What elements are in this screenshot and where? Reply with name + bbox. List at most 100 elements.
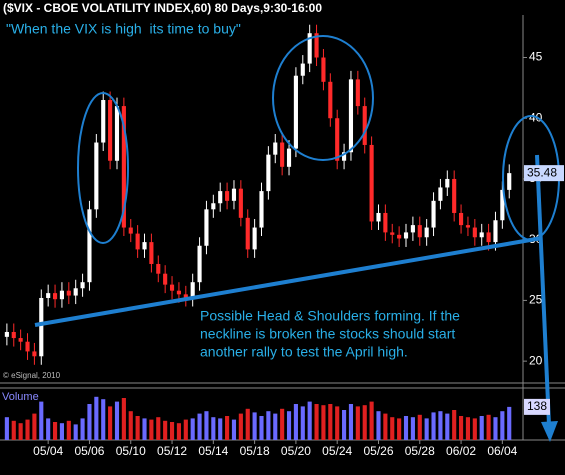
candle-body [397,234,402,239]
volume-bar [438,411,443,440]
candle-body [445,178,450,188]
volume-bar [452,410,457,440]
volume-bar [259,416,264,440]
volume-bar [211,417,216,440]
volume-bar [135,416,140,440]
candle-body [183,294,188,298]
candle-body [121,106,126,228]
headline: "When the VIX is high its time to buy" [6,21,241,37]
candle-body [66,290,71,296]
circle-annotation [272,35,374,161]
candle-body [169,284,175,291]
volume-bar [335,406,340,440]
candle-body [87,209,92,283]
candle-body [32,351,37,357]
x-tick-label: 05/04 [33,444,63,458]
volume-bar [121,398,126,440]
volume-bar [114,401,120,440]
x-tick-label: 05/24 [322,444,352,458]
candle-body [114,106,120,161]
candle-body [259,191,264,228]
volume-bar [169,422,175,440]
volume-bar [362,405,367,440]
x-tick-label: 05/20 [281,444,311,458]
candle-body [11,331,16,339]
volume-bar [376,411,381,440]
candle-body [328,81,333,119]
last-volume-label: 138 [527,399,547,413]
candle-body [459,212,464,226]
volume-bar [218,418,223,440]
volume-bar [94,396,99,440]
note-line: neckline is broken the stocks should sta… [200,326,455,342]
volume-bar [417,414,422,440]
candle-body [231,188,237,201]
candle-body [190,282,195,298]
candle-body [52,293,58,300]
volume-bar [403,416,409,440]
volume-bar [163,420,168,440]
candle-body [211,203,216,210]
candle-body [390,232,395,235]
candle-body [355,79,360,107]
x-tick-label: 05/06 [74,444,104,458]
candle-body [431,200,436,228]
volume-bar [73,424,78,440]
candle-body [149,242,154,264]
volume-bar [431,412,436,440]
candle-body [108,100,113,161]
candle-body [94,142,99,210]
volume-bar [25,419,30,440]
volume-bar [197,413,202,440]
volume-bar [52,422,58,440]
volume-bar [156,417,161,440]
volume-bar [369,401,374,440]
candle-body [18,338,23,342]
candle-body [307,33,312,64]
neckline [34,236,543,327]
y-tick-label: 20 [529,353,543,367]
candle-body [128,227,133,234]
candle-body [266,154,271,192]
x-tick-label: 05/10 [116,444,146,458]
volume-bar [32,413,37,440]
candle-body [238,188,243,218]
candle-body [142,242,147,250]
candle-body [376,212,381,222]
marks: 20253035404505/0405/0605/1005/1205/1405/… [4,24,543,458]
y-tick-label: 45 [529,50,543,64]
candle-body [46,293,51,298]
volume-bar [493,417,498,440]
candle-body [452,178,457,213]
volume-bar [479,416,484,440]
candle-body [342,152,347,161]
volume-bar [108,406,113,440]
candle-body [204,209,209,246]
volume-bar [11,420,16,440]
candle-body [252,227,257,250]
x-tick-label: 06/04 [487,444,517,458]
note-line: Possible Head & Shoulders forming. If th… [200,308,460,324]
volume-bar [300,406,305,440]
volume-bar [204,411,209,440]
volume-bar [410,417,415,440]
volume-bar [328,404,333,440]
volume-bar [397,418,402,440]
candle-body [59,290,64,300]
last-volume-box [524,398,550,415]
volume-bar [238,413,243,440]
x-tick-label: 05/12 [157,444,187,458]
candle-body [314,33,319,58]
candle-body [197,245,202,283]
x-tick-label: 05/14 [198,444,228,458]
candle-body [39,297,44,357]
volume-bar [507,406,512,440]
volume-bar [472,418,477,440]
volume-bar [355,406,360,440]
candle-body [424,227,429,238]
candle-body [4,331,9,337]
last-price-box [524,165,564,182]
y-tick-label: 25 [529,293,543,307]
volume-bar [59,423,64,440]
